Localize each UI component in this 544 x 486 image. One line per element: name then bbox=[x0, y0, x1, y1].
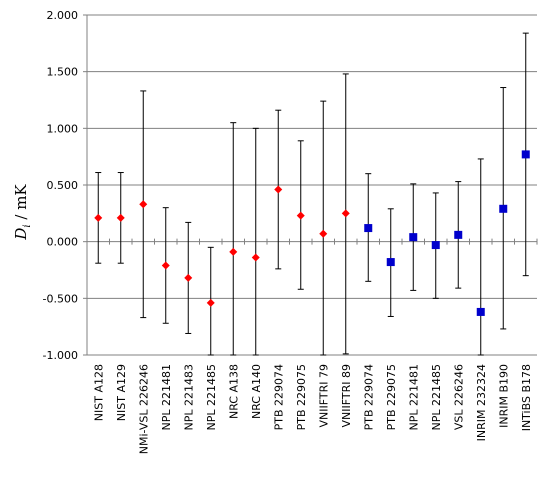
data-point-square bbox=[409, 233, 418, 242]
category-label: NMi-VSL 226246 bbox=[137, 364, 150, 454]
y-tick-label: -0.500 bbox=[43, 292, 78, 305]
data-point-diamond bbox=[139, 200, 148, 209]
data-markers bbox=[94, 150, 530, 316]
data-point-diamond bbox=[296, 211, 305, 220]
category-label: NPL 221481 bbox=[407, 364, 420, 430]
category-label: NPL 221481 bbox=[160, 364, 173, 430]
error-bars bbox=[95, 32, 529, 356]
category-label: NRC A138 bbox=[227, 364, 240, 419]
category-label: NPL 221485 bbox=[205, 364, 218, 430]
category-label: NRC A140 bbox=[250, 364, 263, 419]
category-label: VNIIFTRI 79 bbox=[317, 364, 330, 427]
category-label: NIST A129 bbox=[115, 364, 128, 421]
data-point-diamond bbox=[184, 273, 193, 282]
data-point-square bbox=[521, 150, 530, 159]
data-point-diamond bbox=[251, 253, 260, 262]
data-point-square bbox=[476, 307, 485, 316]
category-label: INTiBS B178 bbox=[520, 364, 533, 431]
y-tick-labels: 2.000 1.500 1.000 0.500 0.000 -0.500 -1.000 bbox=[43, 9, 78, 362]
data-point-diamond bbox=[116, 213, 125, 222]
category-label: PTB 229074 bbox=[272, 364, 285, 430]
data-point-square bbox=[364, 224, 373, 233]
y-tick-label: 0.000 bbox=[47, 236, 79, 249]
data-point-diamond bbox=[274, 185, 283, 194]
data-point-diamond bbox=[94, 213, 103, 222]
data-point-square bbox=[431, 241, 440, 250]
data-point-square bbox=[454, 230, 463, 239]
data-point-diamond bbox=[206, 298, 215, 307]
data-point-square bbox=[386, 258, 395, 267]
category-label: NPL 221483 bbox=[182, 364, 195, 430]
data-point-square bbox=[499, 204, 508, 213]
y-tick-label: 2.000 bbox=[47, 9, 79, 22]
data-point-diamond bbox=[229, 247, 238, 256]
category-label: PTB 229074 bbox=[362, 364, 375, 430]
category-label: NPL 221485 bbox=[430, 364, 443, 430]
category-label: PTB 229075 bbox=[385, 364, 398, 430]
y-tick-label: 1.000 bbox=[47, 122, 79, 135]
y-axis-title: Di / mK bbox=[12, 184, 33, 241]
category-label: NIST A128 bbox=[92, 364, 105, 421]
y-tick-label: 0.500 bbox=[47, 179, 79, 192]
category-labels: NIST A128 NIST A129 NMi-VSL 226246 NPL 2214… bbox=[92, 364, 533, 454]
category-label: VNIIFTRI 89 bbox=[340, 364, 353, 427]
y-tick-label: 1.500 bbox=[47, 66, 79, 79]
data-point-diamond bbox=[341, 209, 350, 218]
category-label: VSL 226246 bbox=[452, 364, 465, 430]
y-tick-label: -1.000 bbox=[43, 349, 78, 362]
category-label: INRIM 232324 bbox=[475, 364, 488, 441]
category-label: INRIM B190 bbox=[497, 364, 510, 428]
data-point-diamond bbox=[161, 261, 170, 270]
gridlines bbox=[83, 14, 538, 356]
data-point-diamond bbox=[319, 229, 328, 238]
category-label: PTB 229075 bbox=[295, 364, 308, 430]
